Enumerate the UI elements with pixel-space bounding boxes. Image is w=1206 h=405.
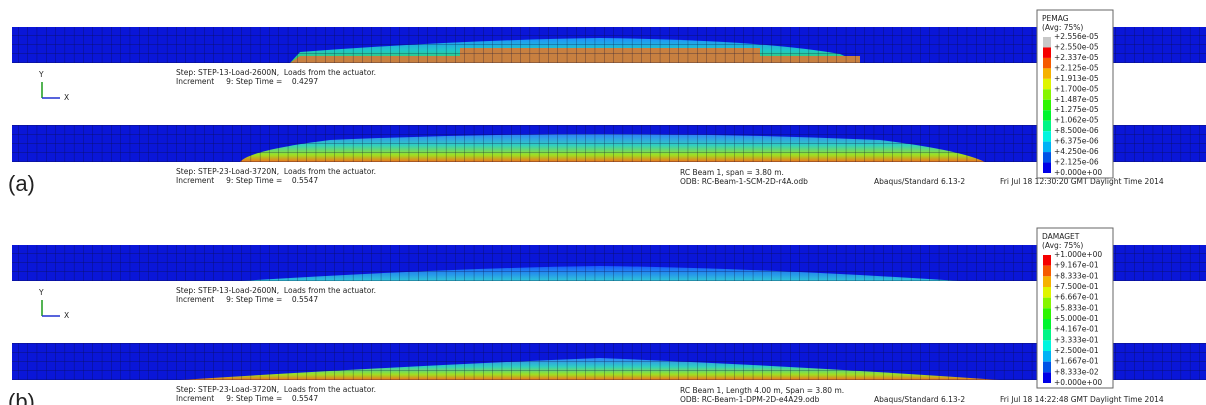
legend-swatch bbox=[1043, 141, 1051, 153]
legend-label: +4.250e-06 bbox=[1054, 147, 1099, 156]
mesh bbox=[12, 27, 1206, 63]
legend-swatch bbox=[1043, 68, 1051, 79]
legend-swatch bbox=[1043, 47, 1051, 58]
legend-swatch bbox=[1043, 361, 1051, 373]
legend-label: +3.333e-01 bbox=[1054, 335, 1099, 344]
legend-label: +8.333e-01 bbox=[1054, 271, 1099, 280]
legend-label: +1.667e-01 bbox=[1054, 357, 1099, 366]
legend-swatch bbox=[1043, 131, 1051, 142]
date-text: Fri Jul 18 12:30:20 GMT Daylight Time 20… bbox=[1000, 177, 1164, 186]
legend-label: +9.167e-01 bbox=[1054, 261, 1099, 270]
legend-swatch bbox=[1043, 372, 1051, 383]
beam-contour bbox=[12, 245, 1206, 281]
legend-swatch bbox=[1043, 329, 1051, 341]
legend-swatch bbox=[1043, 110, 1051, 121]
odb-text: ODB: RC-Beam-1-DPM-2D-e4A29.odb bbox=[680, 395, 820, 404]
legend-label: +2.550e-05 bbox=[1054, 42, 1099, 51]
legend-label: +2.500e-01 bbox=[1054, 346, 1099, 355]
beam-contour bbox=[12, 27, 1206, 63]
legend: DAMAGET(Avg: 75%)+1.000e+00+9.167e-01+8.… bbox=[1036, 227, 1114, 389]
legend-swatch bbox=[1043, 120, 1051, 132]
legend-label: +1.487e-05 bbox=[1054, 95, 1099, 104]
legend-title: PEMAG bbox=[1042, 14, 1069, 23]
legend-swatch bbox=[1043, 255, 1051, 266]
legend-label: +6.667e-01 bbox=[1054, 293, 1099, 302]
legend-swatch bbox=[1043, 162, 1051, 173]
legend-swatch bbox=[1043, 265, 1051, 277]
solver-text: Abaqus/Standard 6.13-2 bbox=[874, 177, 965, 186]
legend-swatch bbox=[1043, 78, 1051, 90]
mesh bbox=[12, 125, 1206, 162]
triad-y-label: Y bbox=[38, 288, 44, 297]
panel-label: (b) bbox=[8, 389, 35, 405]
legend-subtitle: (Avg: 75%) bbox=[1042, 23, 1083, 32]
legend-label: +2.337e-05 bbox=[1054, 53, 1099, 62]
legend-subtitle: (Avg: 75%) bbox=[1042, 241, 1083, 250]
legend-label: +7.500e-01 bbox=[1054, 282, 1099, 291]
legend-label: +2.125e-06 bbox=[1054, 158, 1099, 167]
legend-label: +6.375e-06 bbox=[1054, 137, 1099, 146]
legend-label: +8.500e-06 bbox=[1054, 126, 1099, 135]
step-text: Step: STEP-23-Load-3720N, Loads from the… bbox=[176, 385, 376, 394]
mesh bbox=[12, 343, 1206, 380]
triad-y-label: Y bbox=[38, 70, 44, 79]
increment-text: Increment 9: Step Time = 0.5547 bbox=[176, 176, 318, 185]
legend-label: +0.000e+00 bbox=[1054, 168, 1102, 177]
increment-text: Increment 9: Step Time = 0.5547 bbox=[176, 394, 318, 403]
legend-swatch bbox=[1043, 152, 1051, 163]
model-text: RC Beam 1, span = 3.80 m. bbox=[680, 168, 784, 177]
panel: Step: STEP-13-Load-2600N, Loads from the… bbox=[8, 9, 1206, 196]
solver-text: Abaqus/Standard 6.13-2 bbox=[874, 395, 965, 404]
step-text: Step: STEP-23-Load-3720N, Loads from the… bbox=[176, 167, 376, 176]
legend-swatch bbox=[1043, 57, 1051, 69]
model-text: RC Beam 1, Length 4.00 m, Span = 3.80 m. bbox=[680, 386, 844, 395]
legend-label: +1.062e-05 bbox=[1054, 116, 1099, 125]
legend-label: +5.000e-01 bbox=[1054, 314, 1099, 323]
legend: PEMAG(Avg: 75%)+2.556e-05+2.550e-05 +2.33… bbox=[1036, 9, 1114, 179]
legend-swatch bbox=[1043, 297, 1051, 309]
legend-swatch bbox=[1043, 319, 1051, 330]
panel-label: (a) bbox=[8, 171, 35, 196]
odb-text: ODB: RC-Beam-1-SCM-2D-r4A.odb bbox=[680, 177, 808, 186]
legend-label: +1.000e+00 bbox=[1054, 250, 1102, 259]
beam-contour bbox=[12, 125, 1206, 162]
legend-label: +4.167e-01 bbox=[1054, 325, 1099, 334]
legend-swatch bbox=[1043, 99, 1051, 111]
axis-triad: YX bbox=[38, 70, 69, 102]
legend-label: +0.000e+00 bbox=[1054, 378, 1102, 387]
legend-label: +1.700e-05 bbox=[1054, 84, 1099, 93]
date-text: Fri Jul 18 14:22:48 GMT Daylight Time 20… bbox=[1000, 395, 1164, 404]
legend-swatch bbox=[1043, 276, 1051, 287]
legend-swatch bbox=[1043, 351, 1051, 362]
panel: Step: STEP-13-Load-2600N, Loads from the… bbox=[8, 227, 1206, 405]
increment-text: Increment 9: Step Time = 0.4297 bbox=[176, 77, 318, 86]
triad-x-label: X bbox=[64, 93, 69, 102]
legend-label: +2.556e-05 bbox=[1054, 32, 1099, 41]
axis-triad: YX bbox=[38, 288, 69, 320]
triad-x-label: X bbox=[64, 311, 69, 320]
legend-title: DAMAGET bbox=[1042, 232, 1080, 241]
step-text: Step: STEP-13-Load-2600N, Loads from the… bbox=[176, 286, 376, 295]
legend-label: +5.833e-01 bbox=[1054, 303, 1099, 312]
legend-swatch bbox=[1043, 308, 1051, 319]
legend-swatch bbox=[1043, 37, 1051, 48]
mesh bbox=[12, 245, 1206, 281]
beam-contour bbox=[12, 343, 1206, 380]
legend-label: +2.125e-05 bbox=[1054, 63, 1099, 72]
legend-swatch bbox=[1043, 287, 1051, 298]
step-text: Step: STEP-13-Load-2600N, Loads from the… bbox=[176, 68, 376, 77]
legend-label: +1.913e-05 bbox=[1054, 74, 1099, 83]
legend-swatch bbox=[1043, 89, 1051, 100]
legend-swatch bbox=[1043, 340, 1051, 351]
legend-label: +1.275e-05 bbox=[1054, 105, 1099, 114]
increment-text: Increment 9: Step Time = 0.5547 bbox=[176, 295, 318, 304]
legend-label: +8.333e-02 bbox=[1054, 367, 1099, 376]
